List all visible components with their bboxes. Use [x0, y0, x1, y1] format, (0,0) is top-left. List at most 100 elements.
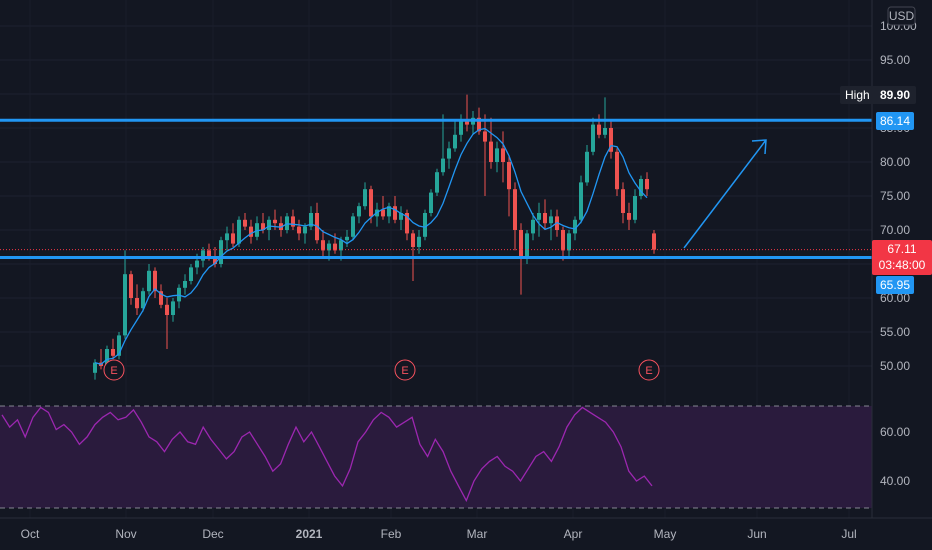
candle-body [429, 192, 433, 213]
candle-body [123, 274, 127, 336]
candle-body [543, 213, 547, 224]
candle-body [477, 117, 481, 132]
candle-body [231, 233, 235, 244]
candle-body [459, 121, 463, 135]
candle-body [591, 124, 595, 152]
candle-body [633, 196, 637, 220]
candle-body [327, 243, 331, 251]
candle-body [393, 206, 397, 220]
candle-body [219, 240, 223, 264]
trend-arrow-shaft [683, 139, 767, 249]
candle-body [387, 206, 391, 217]
currency-label: USD [889, 9, 915, 23]
candle-body [291, 216, 295, 227]
time-label: Mar [467, 527, 488, 541]
countdown-value: 03:48:00 [879, 258, 926, 272]
trend-arrow[interactable] [683, 139, 767, 249]
candle-body [195, 260, 199, 268]
price-tick-label: 55.00 [880, 325, 910, 339]
last-price-value: 67.11 [887, 242, 916, 256]
upper-level-tag: 86.14 [876, 112, 914, 130]
candle-body [165, 304, 169, 315]
candle-body [495, 148, 499, 162]
candle-body [561, 230, 565, 251]
earnings-marker-circle[interactable] [394, 359, 416, 381]
earnings-marker-label: E [401, 365, 408, 377]
upper-level-tag-box [876, 112, 914, 130]
candle-body [117, 335, 121, 356]
candle-body [399, 213, 403, 220]
time-label: 2021 [296, 527, 323, 541]
candle-body [189, 267, 193, 281]
candle-body [381, 209, 385, 217]
trend-arrow-head [751, 139, 767, 155]
time-axis[interactable]: Oct Nov Dec 2021 Feb Mar Apr May Jun Jul [21, 527, 857, 541]
candle-body [105, 349, 109, 366]
candle-body [483, 131, 487, 142]
candle-body [225, 233, 229, 241]
high-tag: High 89.90 [840, 86, 916, 104]
moving-average-line [94, 127, 648, 366]
price-tick-label: 50.00 [880, 359, 910, 373]
high-tag-box [840, 86, 916, 104]
candle-body [147, 270, 151, 292]
candle-body [525, 233, 529, 258]
candle-body [267, 219, 271, 230]
candle-body [441, 158, 445, 173]
candle-body [627, 213, 631, 220]
currency-badge[interactable]: USD [887, 6, 916, 26]
candle-body [213, 257, 217, 264]
lower-level-value: 65.95 [880, 278, 910, 292]
candle-body [453, 134, 457, 149]
price-tick-label: 95.00 [880, 53, 910, 67]
price-tick-label: 60.00 [880, 291, 910, 305]
candle-body [447, 148, 451, 159]
candle-body [537, 213, 541, 220]
earnings-marker-label: E [110, 365, 117, 377]
candle-body [141, 291, 145, 309]
candle-body [129, 274, 133, 298]
lower-level-tag-box [876, 276, 914, 294]
earnings-marker-label: E [645, 365, 652, 377]
candle-body [333, 243, 337, 251]
candle-body [423, 213, 427, 237]
candle-body [135, 298, 139, 309]
candle-body [501, 148, 505, 162]
candle-body [201, 250, 205, 261]
candle-body [261, 223, 265, 230]
candle-body [567, 233, 571, 251]
candle-body [297, 226, 301, 234]
rsi-tick-label: 60.00 [880, 425, 910, 439]
candle-body [111, 349, 115, 356]
candles [93, 94, 656, 380]
earnings-marker-circle[interactable] [103, 359, 125, 381]
candle-body [309, 213, 313, 227]
candle-body [159, 291, 163, 305]
high-tag-label: High [845, 88, 870, 102]
rsi-band [0, 406, 872, 508]
high-tag-value: 89.90 [880, 88, 910, 102]
candle-body [417, 236, 421, 247]
time-label: Nov [115, 527, 136, 541]
price-tick-label: 70.00 [880, 223, 910, 237]
earnings-marker-circle[interactable] [638, 359, 660, 381]
last-price-tag-box [872, 240, 932, 275]
candle-body [339, 240, 343, 251]
candle-body [489, 141, 493, 162]
candle-body [579, 182, 583, 220]
candle-body [363, 189, 367, 207]
candle-body [351, 216, 355, 237]
candle-body [273, 219, 277, 224]
candle-body [369, 189, 373, 217]
candle-body [435, 172, 439, 193]
candle-body [621, 189, 625, 213]
candle-body [597, 124, 601, 135]
rsi-tick-label: 40.00 [880, 474, 910, 488]
candle-body [645, 179, 649, 190]
price-tick-label: 75.00 [880, 189, 910, 203]
candle-body [585, 151, 589, 183]
candle-body [237, 219, 241, 244]
candle-body [321, 240, 325, 251]
